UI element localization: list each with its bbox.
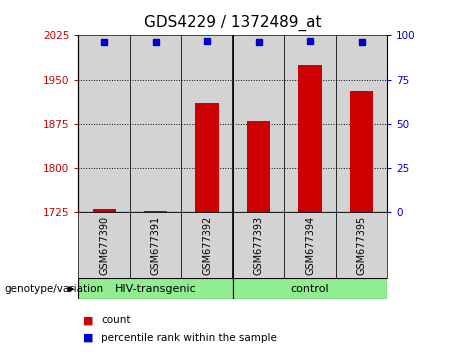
Bar: [284, 35, 336, 212]
Bar: [336, 212, 387, 278]
Text: percentile rank within the sample: percentile rank within the sample: [101, 333, 278, 343]
Bar: [181, 35, 233, 212]
Text: GSM677391: GSM677391: [151, 216, 160, 275]
Bar: [350, 91, 373, 212]
Bar: [130, 212, 181, 278]
Bar: [78, 212, 130, 278]
Bar: [144, 211, 167, 212]
Text: ■: ■: [83, 315, 94, 325]
Bar: [130, 35, 181, 212]
Text: GSM677394: GSM677394: [305, 216, 315, 275]
Text: count: count: [101, 315, 131, 325]
Text: GSM677390: GSM677390: [99, 216, 109, 275]
Bar: [284, 212, 336, 278]
Text: GSM677395: GSM677395: [356, 216, 366, 275]
Text: HIV-transgenic: HIV-transgenic: [115, 284, 196, 293]
Text: control: control: [291, 284, 329, 293]
Bar: [233, 35, 284, 212]
Bar: [298, 65, 322, 212]
Bar: [181, 212, 233, 278]
Text: GSM677392: GSM677392: [202, 216, 212, 275]
Text: GDS4229 / 1372489_at: GDS4229 / 1372489_at: [144, 15, 322, 31]
Text: GSM677393: GSM677393: [254, 216, 264, 275]
Bar: [78, 278, 233, 299]
Text: genotype/variation: genotype/variation: [5, 284, 104, 294]
Bar: [336, 35, 387, 212]
Bar: [233, 278, 387, 299]
Bar: [233, 212, 284, 278]
Bar: [93, 210, 116, 212]
Bar: [78, 35, 130, 212]
Bar: [195, 103, 219, 212]
Bar: [247, 121, 270, 212]
Text: ■: ■: [83, 333, 94, 343]
